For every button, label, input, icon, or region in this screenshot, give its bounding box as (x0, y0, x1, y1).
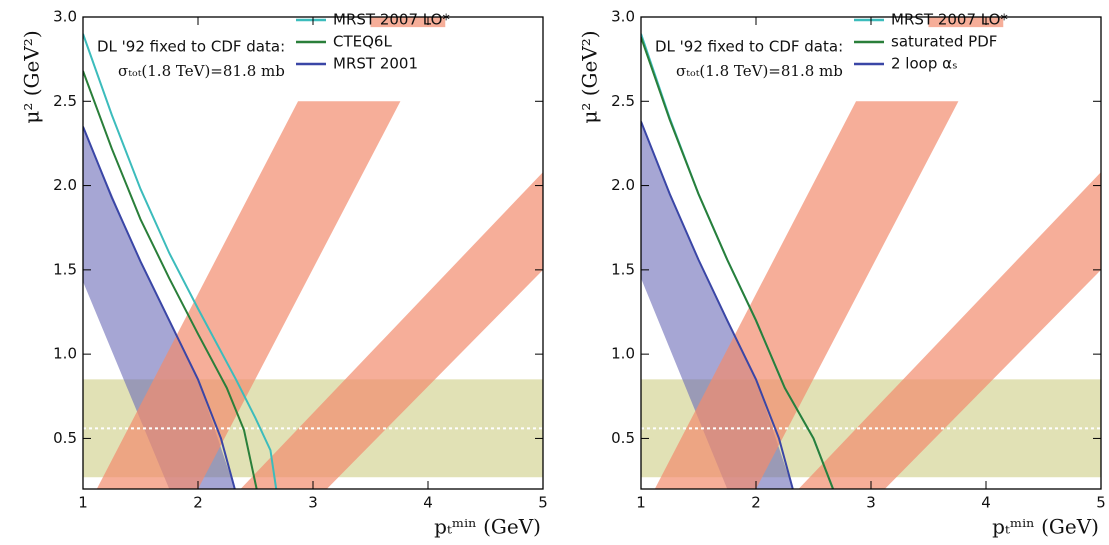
legend-label: MRST 2007 LO* (891, 11, 1008, 29)
y-tick-label: 0.5 (611, 429, 635, 447)
x-tick-label: 5 (538, 494, 548, 512)
band (654, 101, 959, 489)
y-tick-label: 1.0 (53, 345, 77, 363)
y-tick-label: 1.5 (611, 260, 635, 278)
band (798, 172, 1101, 489)
y-tick-label: 3.0 (611, 8, 635, 26)
y-tick-label: 2.5 (53, 92, 77, 110)
y-tick-label: 3.0 (53, 8, 77, 26)
x-tick-label: 1 (636, 494, 646, 512)
x-tick-label: 4 (981, 494, 991, 512)
plot-area (83, 17, 543, 489)
x-tick-label: 4 (423, 494, 433, 512)
annotation: DL '92 fixed to CDF data: (97, 38, 285, 56)
x-tick-label: 3 (308, 494, 318, 512)
band (928, 17, 1004, 28)
y-tick-label: 2.5 (611, 92, 635, 110)
y-tick-label: 1.0 (611, 345, 635, 363)
legend-label: CTEQ6L (333, 33, 392, 51)
series-line (83, 33, 278, 489)
plot-area (641, 17, 1101, 489)
annotation: DL '92 fixed to CDF data: (655, 38, 843, 56)
y-axis-label: μ² (GeV²) (578, 30, 602, 123)
x-axis-label: pₜᵐⁱⁿ (GeV) (434, 515, 541, 539)
series-line (641, 121, 794, 489)
annotation: σₜₒₜ(1.8 TeV)=81.8 mb (118, 62, 285, 80)
y-tick-label: 1.5 (53, 260, 77, 278)
band (96, 101, 401, 489)
legend-label: MRST 2007 LO* (333, 11, 450, 29)
band (370, 17, 446, 28)
x-tick-label: 2 (193, 494, 203, 512)
y-tick-label: 0.5 (53, 429, 77, 447)
series-line (83, 70, 258, 489)
x-tick-label: 2 (751, 494, 761, 512)
x-tick-label: 5 (1096, 494, 1106, 512)
y-tick-label: 2.0 (611, 176, 635, 194)
series-line (641, 36, 834, 489)
series-line (83, 126, 236, 489)
y-tick-label: 2.0 (53, 176, 77, 194)
x-tick-label: 1 (78, 494, 88, 512)
x-tick-label: 3 (866, 494, 876, 512)
annotation: σₜₒₜ(1.8 TeV)=81.8 mb (676, 62, 843, 80)
legend-label: MRST 2001 (333, 55, 418, 73)
x-axis-label: pₜᵐⁱⁿ (GeV) (992, 515, 1099, 539)
y-axis-label: μ² (GeV²) (20, 30, 44, 123)
legend-label: 2 loop αₛ (891, 55, 958, 73)
legend-label: saturated PDF (891, 33, 997, 51)
band (240, 172, 543, 489)
